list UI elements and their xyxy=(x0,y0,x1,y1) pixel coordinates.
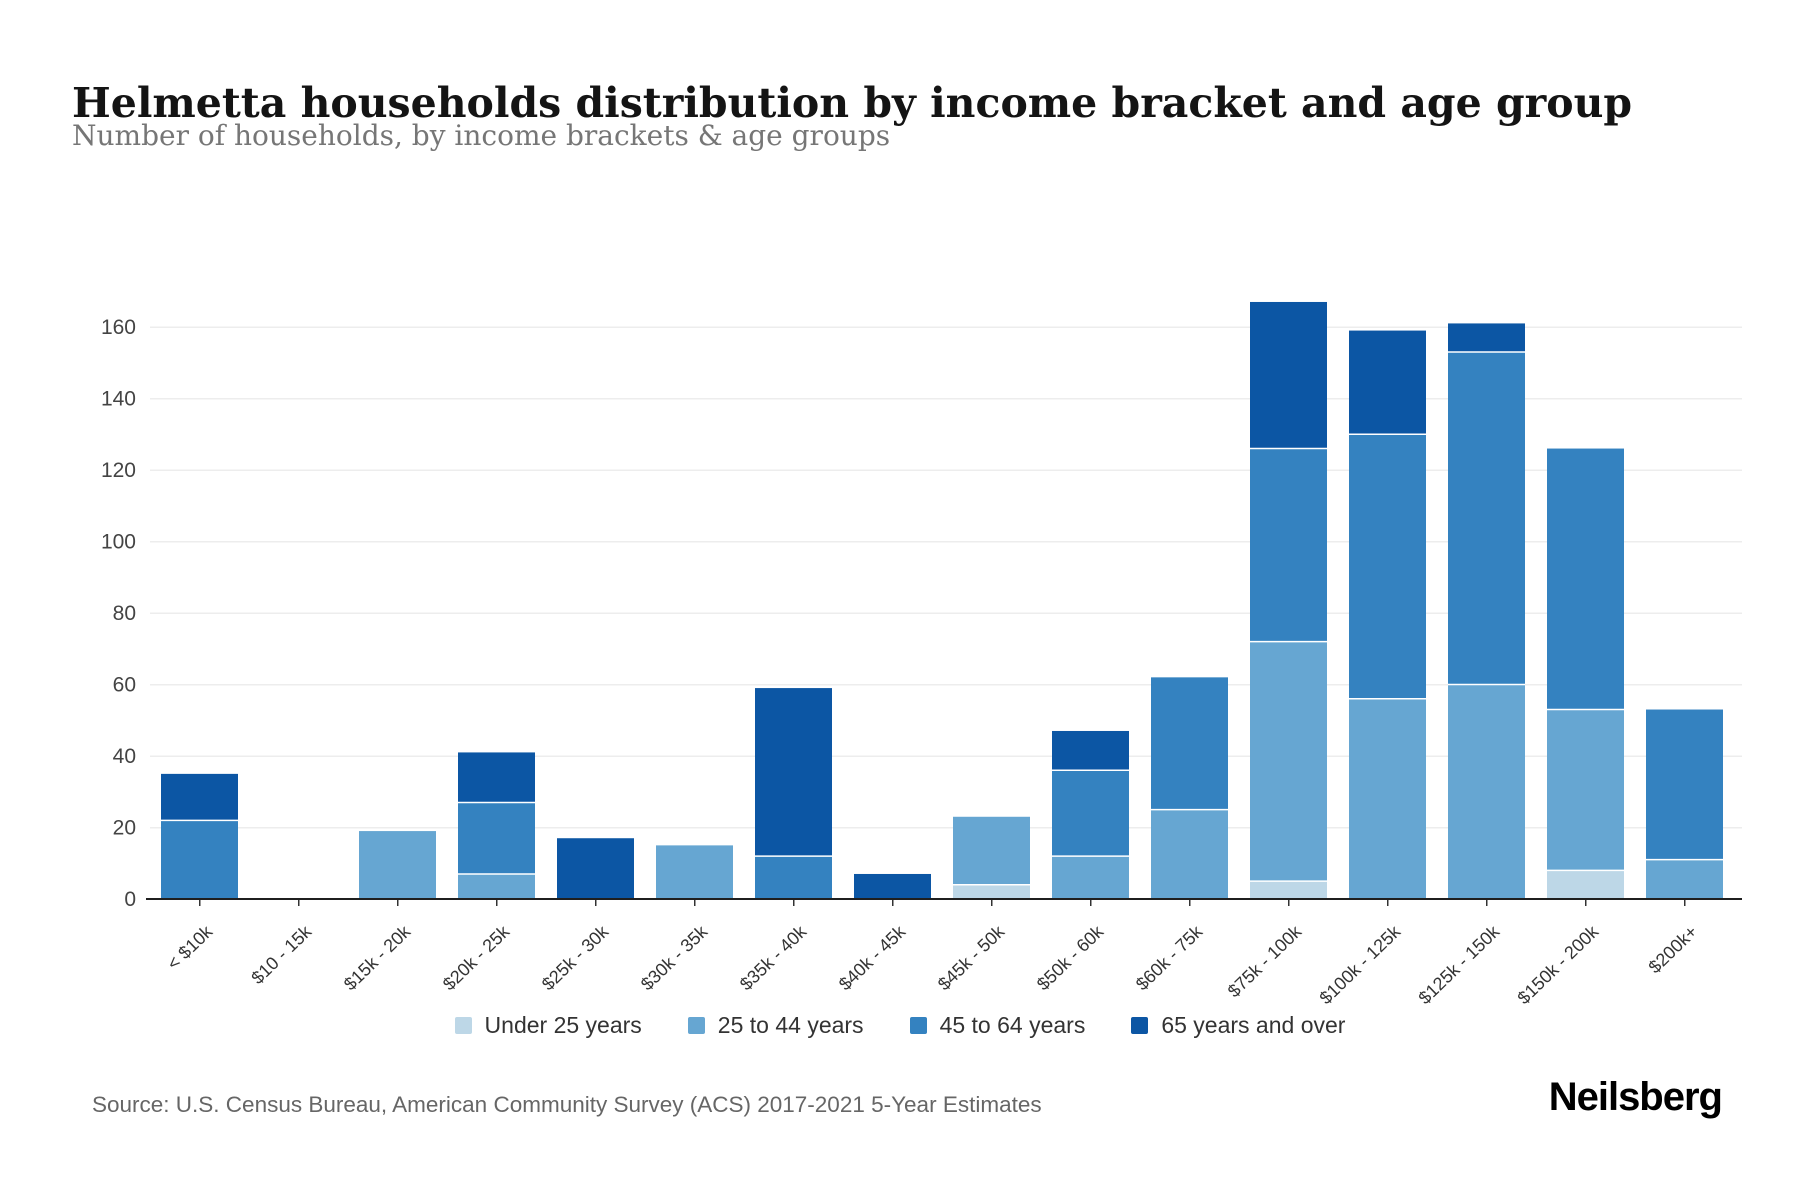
legend-item-25-to-44-years[interactable]: 25 to 44 years xyxy=(687,1012,864,1039)
bar-segment-35k-40k-65-years-and-over[interactable] xyxy=(755,688,832,857)
legend-label: 45 to 64 years xyxy=(939,1012,1086,1038)
bar-segment-20k-25k-65-years-and-over[interactable] xyxy=(458,752,535,803)
chart-legend: Under 25 years 25 to 44 years 45 to 64 yea… xyxy=(0,1012,1800,1039)
x-axis-label: $45k - 50k xyxy=(934,921,1009,994)
y-axis-label: 140 xyxy=(101,388,136,411)
bar-segment-100k-125k-65-years-and-over[interactable] xyxy=(1349,330,1426,435)
brand-logo: Neilsberg xyxy=(1548,1075,1723,1119)
legend-label: 25 to 44 years xyxy=(717,1012,864,1038)
legend-item-under-25-years[interactable]: Under 25 years xyxy=(454,1012,642,1039)
legend-label: 65 years and over xyxy=(1161,1012,1346,1038)
x-axis-label: $30k - 35k xyxy=(637,921,712,994)
x-axis-label: $50k - 60k xyxy=(1033,921,1108,994)
x-axis-label: $40k - 45k xyxy=(835,921,910,994)
legend-item-45-to-64-years[interactable]: 45 to 64 years xyxy=(909,1012,1086,1039)
bar-segment-20k-25k-45-to-64-years[interactable] xyxy=(458,802,535,874)
bar-segment-100k-125k-45-to-64-years[interactable] xyxy=(1349,434,1426,699)
bar-segment-125k-150k-25-to-44-years[interactable] xyxy=(1448,684,1525,900)
x-axis-label: $20k - 25k xyxy=(439,921,514,994)
bar-segment-40k-45k-65-years-and-over[interactable] xyxy=(854,873,931,899)
bar-segment-75k-100k-25-to-44-years[interactable] xyxy=(1250,641,1327,882)
bar-segment-10k-65-years-and-over[interactable] xyxy=(161,773,238,821)
bar-segment-45k-50k-25-to-44-years[interactable] xyxy=(953,816,1030,885)
x-axis-label: < $10k xyxy=(163,921,217,974)
bar-segment-35k-40k-45-to-64-years[interactable] xyxy=(755,856,832,899)
y-axis-label: 20 xyxy=(113,817,136,840)
bar-segment-30k-35k-25-to-44-years[interactable] xyxy=(656,845,733,899)
bar-segment-50k-60k-25-to-44-years[interactable] xyxy=(1052,856,1129,899)
legend-swatch-icon xyxy=(1131,1017,1149,1034)
bar-segment-100k-125k-25-to-44-years[interactable] xyxy=(1349,698,1426,899)
bar-segment-50k-60k-65-years-and-over[interactable] xyxy=(1052,730,1129,771)
legend-swatch-icon xyxy=(454,1017,472,1034)
y-axis-label: 0 xyxy=(124,888,136,911)
bar-segment-150k-200k-25-to-44-years[interactable] xyxy=(1547,709,1624,871)
y-axis-label: 120 xyxy=(101,459,136,482)
bar-segment-45k-50k-under-25-years[interactable] xyxy=(953,884,1030,899)
bar-segment-50k-60k-45-to-64-years[interactable] xyxy=(1052,770,1129,857)
x-axis-label: $200k+ xyxy=(1645,921,1702,977)
legend-label: Under 25 years xyxy=(484,1012,642,1038)
bar-segment-75k-100k-under-25-years[interactable] xyxy=(1250,881,1327,899)
bar-segment-125k-150k-65-years-and-over[interactable] xyxy=(1448,323,1525,353)
legend-item-65-years-and-over[interactable]: 65 years and over xyxy=(1131,1012,1345,1039)
x-axis-label: $125k - 150k xyxy=(1415,921,1504,1008)
bar-segment-200k-45-to-64-years[interactable] xyxy=(1646,709,1723,860)
source-note: Source: U.S. Census Bureau, American Com… xyxy=(92,1092,1042,1117)
y-axis-label: 60 xyxy=(113,674,136,697)
bar-segment-75k-100k-45-to-64-years[interactable] xyxy=(1250,448,1327,642)
x-axis-label: $10 - 15k xyxy=(247,921,316,988)
x-axis-label: $35k - 40k xyxy=(736,921,811,994)
bar-segment-10k-45-to-64-years[interactable] xyxy=(161,820,238,899)
x-axis-label: $25k - 30k xyxy=(538,921,613,994)
bar-segment-200k-25-to-44-years[interactable] xyxy=(1646,859,1723,899)
y-axis-label: 100 xyxy=(101,531,136,554)
bar-segment-125k-150k-45-to-64-years[interactable] xyxy=(1448,352,1525,685)
x-axis-label: $60k - 75k xyxy=(1132,921,1207,994)
legend-swatch-icon xyxy=(687,1017,705,1034)
x-axis-label: $15k - 20k xyxy=(340,921,415,994)
bar-segment-150k-200k-45-to-64-years[interactable] xyxy=(1547,448,1624,710)
x-axis-label: $150k - 200k xyxy=(1514,921,1603,1008)
y-axis-label: 40 xyxy=(113,745,136,768)
x-axis-label: $75k - 100k xyxy=(1224,921,1306,1001)
legend-swatch-icon xyxy=(909,1017,927,1034)
bar-segment-15k-20k-25-to-44-years[interactable] xyxy=(359,831,436,899)
bar-segment-25k-30k-65-years-and-over[interactable] xyxy=(557,838,634,899)
bar-segment-75k-100k-65-years-and-over[interactable] xyxy=(1250,301,1327,449)
bar-segment-60k-75k-25-to-44-years[interactable] xyxy=(1151,809,1228,899)
bar-segment-20k-25k-25-to-44-years[interactable] xyxy=(458,873,535,899)
y-axis-label: 160 xyxy=(101,316,136,339)
bar-segment-60k-75k-45-to-64-years[interactable] xyxy=(1151,677,1228,810)
y-axis-label: 80 xyxy=(113,602,136,625)
bar-segment-150k-200k-under-25-years[interactable] xyxy=(1547,870,1624,899)
page-title: Helmetta households distribution by inco… xyxy=(72,79,1633,128)
page-subtitle: Number of households, by income brackets… xyxy=(72,119,891,152)
x-axis-label: $100k - 125k xyxy=(1316,921,1405,1008)
